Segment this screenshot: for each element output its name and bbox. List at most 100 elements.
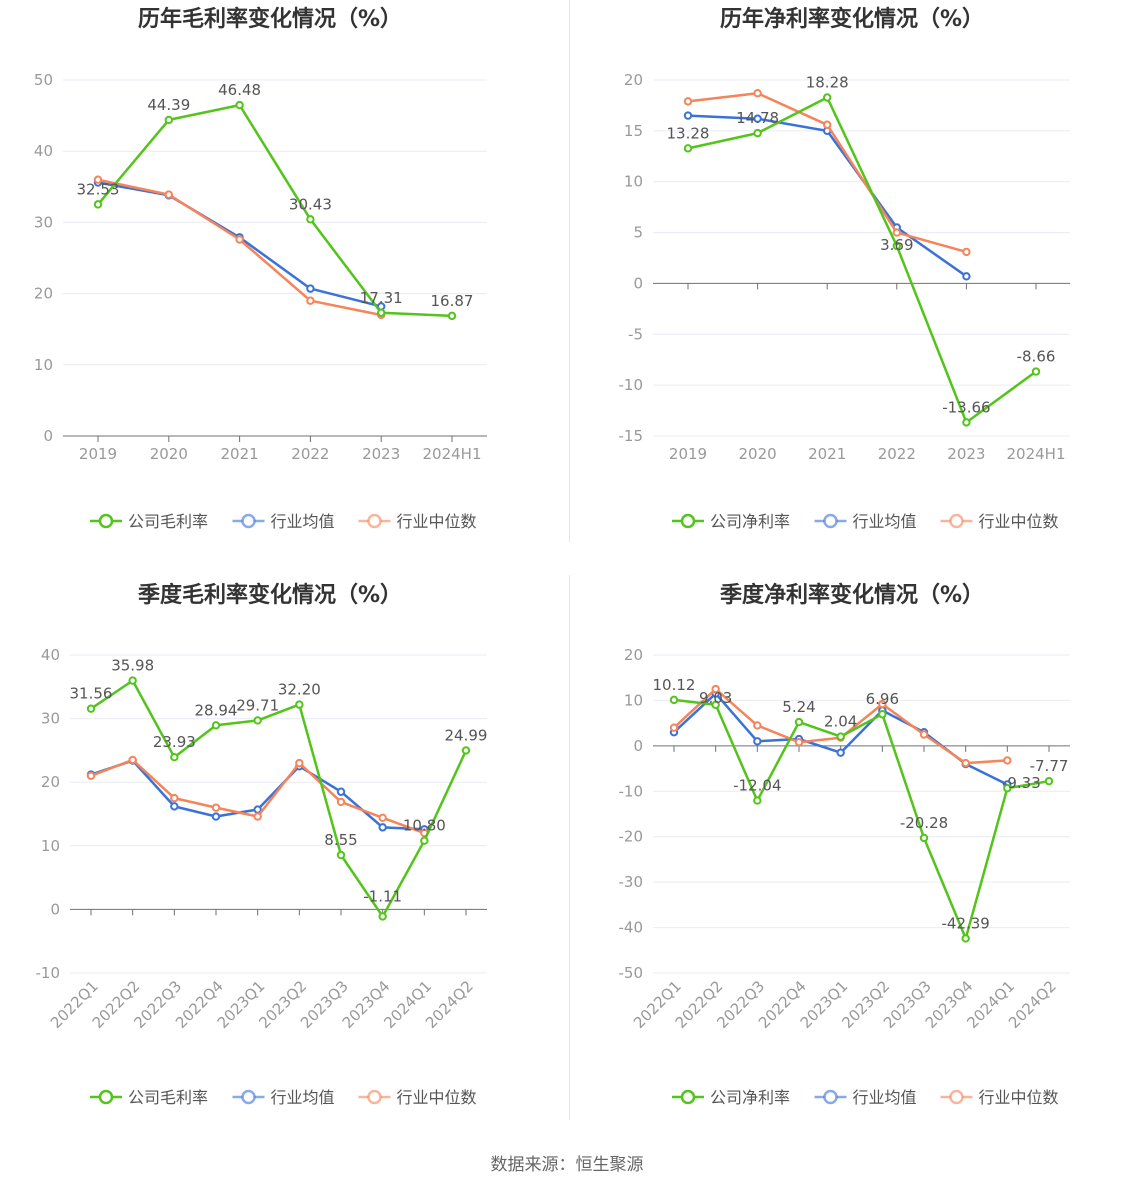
legend-label-avg[interactable]: 行业均值 [853, 1088, 917, 1107]
y-tick-label: 30 [34, 213, 53, 231]
data-point-company [962, 418, 971, 427]
data-point-median [164, 190, 174, 199]
y-tick-label: 20 [41, 773, 60, 791]
data-label: 9.03 [699, 689, 732, 707]
data-label: -12.04 [733, 777, 781, 795]
y-tick-label: 40 [41, 646, 60, 664]
y-tick-label: 15 [624, 122, 643, 140]
data-label: -9.33 [1002, 774, 1041, 792]
legend-label-avg[interactable]: 行业均值 [271, 1088, 335, 1107]
data-point-median [962, 247, 971, 257]
data-label: 30.43 [289, 195, 332, 213]
data-label: 18.28 [806, 73, 849, 91]
series-line-company [673, 698, 1050, 940]
legend-marker-avg[interactable] [823, 513, 838, 529]
data-point-median [306, 296, 315, 305]
data-point-company [892, 241, 901, 251]
data-label: 17.31 [360, 289, 403, 307]
data-point-median [295, 758, 304, 768]
data-point-median [128, 755, 137, 765]
data-label: -20.28 [900, 814, 948, 832]
data-label: 31.56 [70, 685, 113, 703]
y-tick-label: 10 [41, 837, 60, 855]
legend-label-avg[interactable]: 行业均值 [853, 512, 917, 531]
y-tick-label: 10 [624, 173, 643, 191]
y-tick-label: 10 [34, 356, 53, 374]
legend-label-company[interactable]: 公司毛利率 [128, 1088, 208, 1107]
legend-marker-company[interactable] [680, 513, 696, 529]
data-label: 32.20 [278, 681, 321, 699]
data-point-company [461, 746, 471, 755]
y-tick-label: 0 [633, 737, 643, 755]
legend-label-company[interactable]: 公司净利率 [710, 1088, 790, 1107]
data-point-avg [170, 802, 179, 811]
x-tick-label: 2022 [291, 445, 329, 463]
data-point-company [128, 676, 137, 685]
y-tick-label: 40 [34, 142, 53, 160]
data-point-company [378, 912, 387, 921]
data-point-median [378, 813, 387, 823]
vertical-divider-top [569, 0, 570, 542]
legend-marker-avg[interactable] [823, 1089, 838, 1105]
data-point-company [823, 93, 832, 102]
legend-marker-median[interactable] [949, 1089, 964, 1105]
legend-marker-median[interactable] [949, 513, 964, 529]
legend-label-median[interactable]: 行业中位数 [397, 1088, 477, 1107]
data-point-median [86, 771, 96, 781]
x-tick-label: 2020 [739, 445, 777, 463]
data-point-median [753, 89, 762, 98]
data-point-company [86, 704, 96, 713]
legend-label-company[interactable]: 公司毛利率 [128, 512, 208, 531]
data-point-company [1031, 367, 1041, 376]
y-tick-label: 0 [50, 900, 60, 918]
legend-marker-avg[interactable] [241, 1089, 256, 1105]
data-point-median [93, 175, 103, 184]
data-label: 32.53 [77, 180, 120, 198]
data-point-median [919, 730, 929, 739]
y-tick-label: 5 [633, 224, 643, 242]
x-tick-label: 2020 [150, 445, 188, 463]
data-label: 16.87 [431, 292, 474, 310]
legend-marker-company[interactable] [98, 513, 114, 529]
x-tick-label: 2023 [947, 445, 985, 463]
legend-marker-company[interactable] [680, 1089, 696, 1105]
y-tick-label: 20 [34, 285, 53, 303]
x-tick-label: 2023 [362, 445, 400, 463]
data-point-company [306, 215, 315, 224]
legend-label-company[interactable]: 公司净利率 [710, 512, 790, 531]
series-line-company [90, 679, 468, 918]
data-label: 5.24 [782, 698, 815, 716]
data-label: 13.28 [667, 124, 710, 142]
legend-label-median[interactable]: 行业中位数 [397, 512, 477, 531]
legend-marker-company[interactable] [98, 1089, 114, 1105]
legend-label-median[interactable]: 行业中位数 [979, 1088, 1059, 1107]
data-point-company [753, 796, 762, 805]
data-label: 10.80 [403, 817, 446, 835]
data-point-company [377, 308, 386, 317]
y-tick-label: -10 [36, 964, 61, 982]
data-point-median [253, 812, 262, 821]
series-line-company [687, 96, 1037, 424]
data-point-median [669, 723, 679, 732]
series-line-avg [97, 181, 382, 308]
legend-marker-median[interactable] [367, 1089, 382, 1105]
data-label: 46.48 [218, 81, 261, 99]
legend-label-avg[interactable]: 行业均值 [271, 512, 335, 531]
y-tick-label: 0 [43, 427, 53, 445]
legend-label-median[interactable]: 行业中位数 [979, 512, 1059, 531]
data-label: -8.66 [1017, 348, 1056, 366]
data-label: 3.69 [880, 236, 913, 254]
legend-marker-median[interactable] [367, 513, 382, 529]
data-label: 35.98 [111, 657, 154, 675]
data-point-median [878, 699, 887, 709]
data-point-avg [306, 284, 315, 293]
chart-title: 历年净利率变化情况（%） [720, 6, 984, 32]
y-tick-label: -40 [619, 919, 644, 937]
data-label: -13.66 [942, 398, 990, 416]
data-point-median [336, 797, 346, 807]
legend-marker-avg[interactable] [241, 513, 256, 529]
data-point-company [794, 717, 804, 727]
data-point-avg [962, 272, 971, 281]
y-tick-label: -5 [628, 325, 643, 343]
